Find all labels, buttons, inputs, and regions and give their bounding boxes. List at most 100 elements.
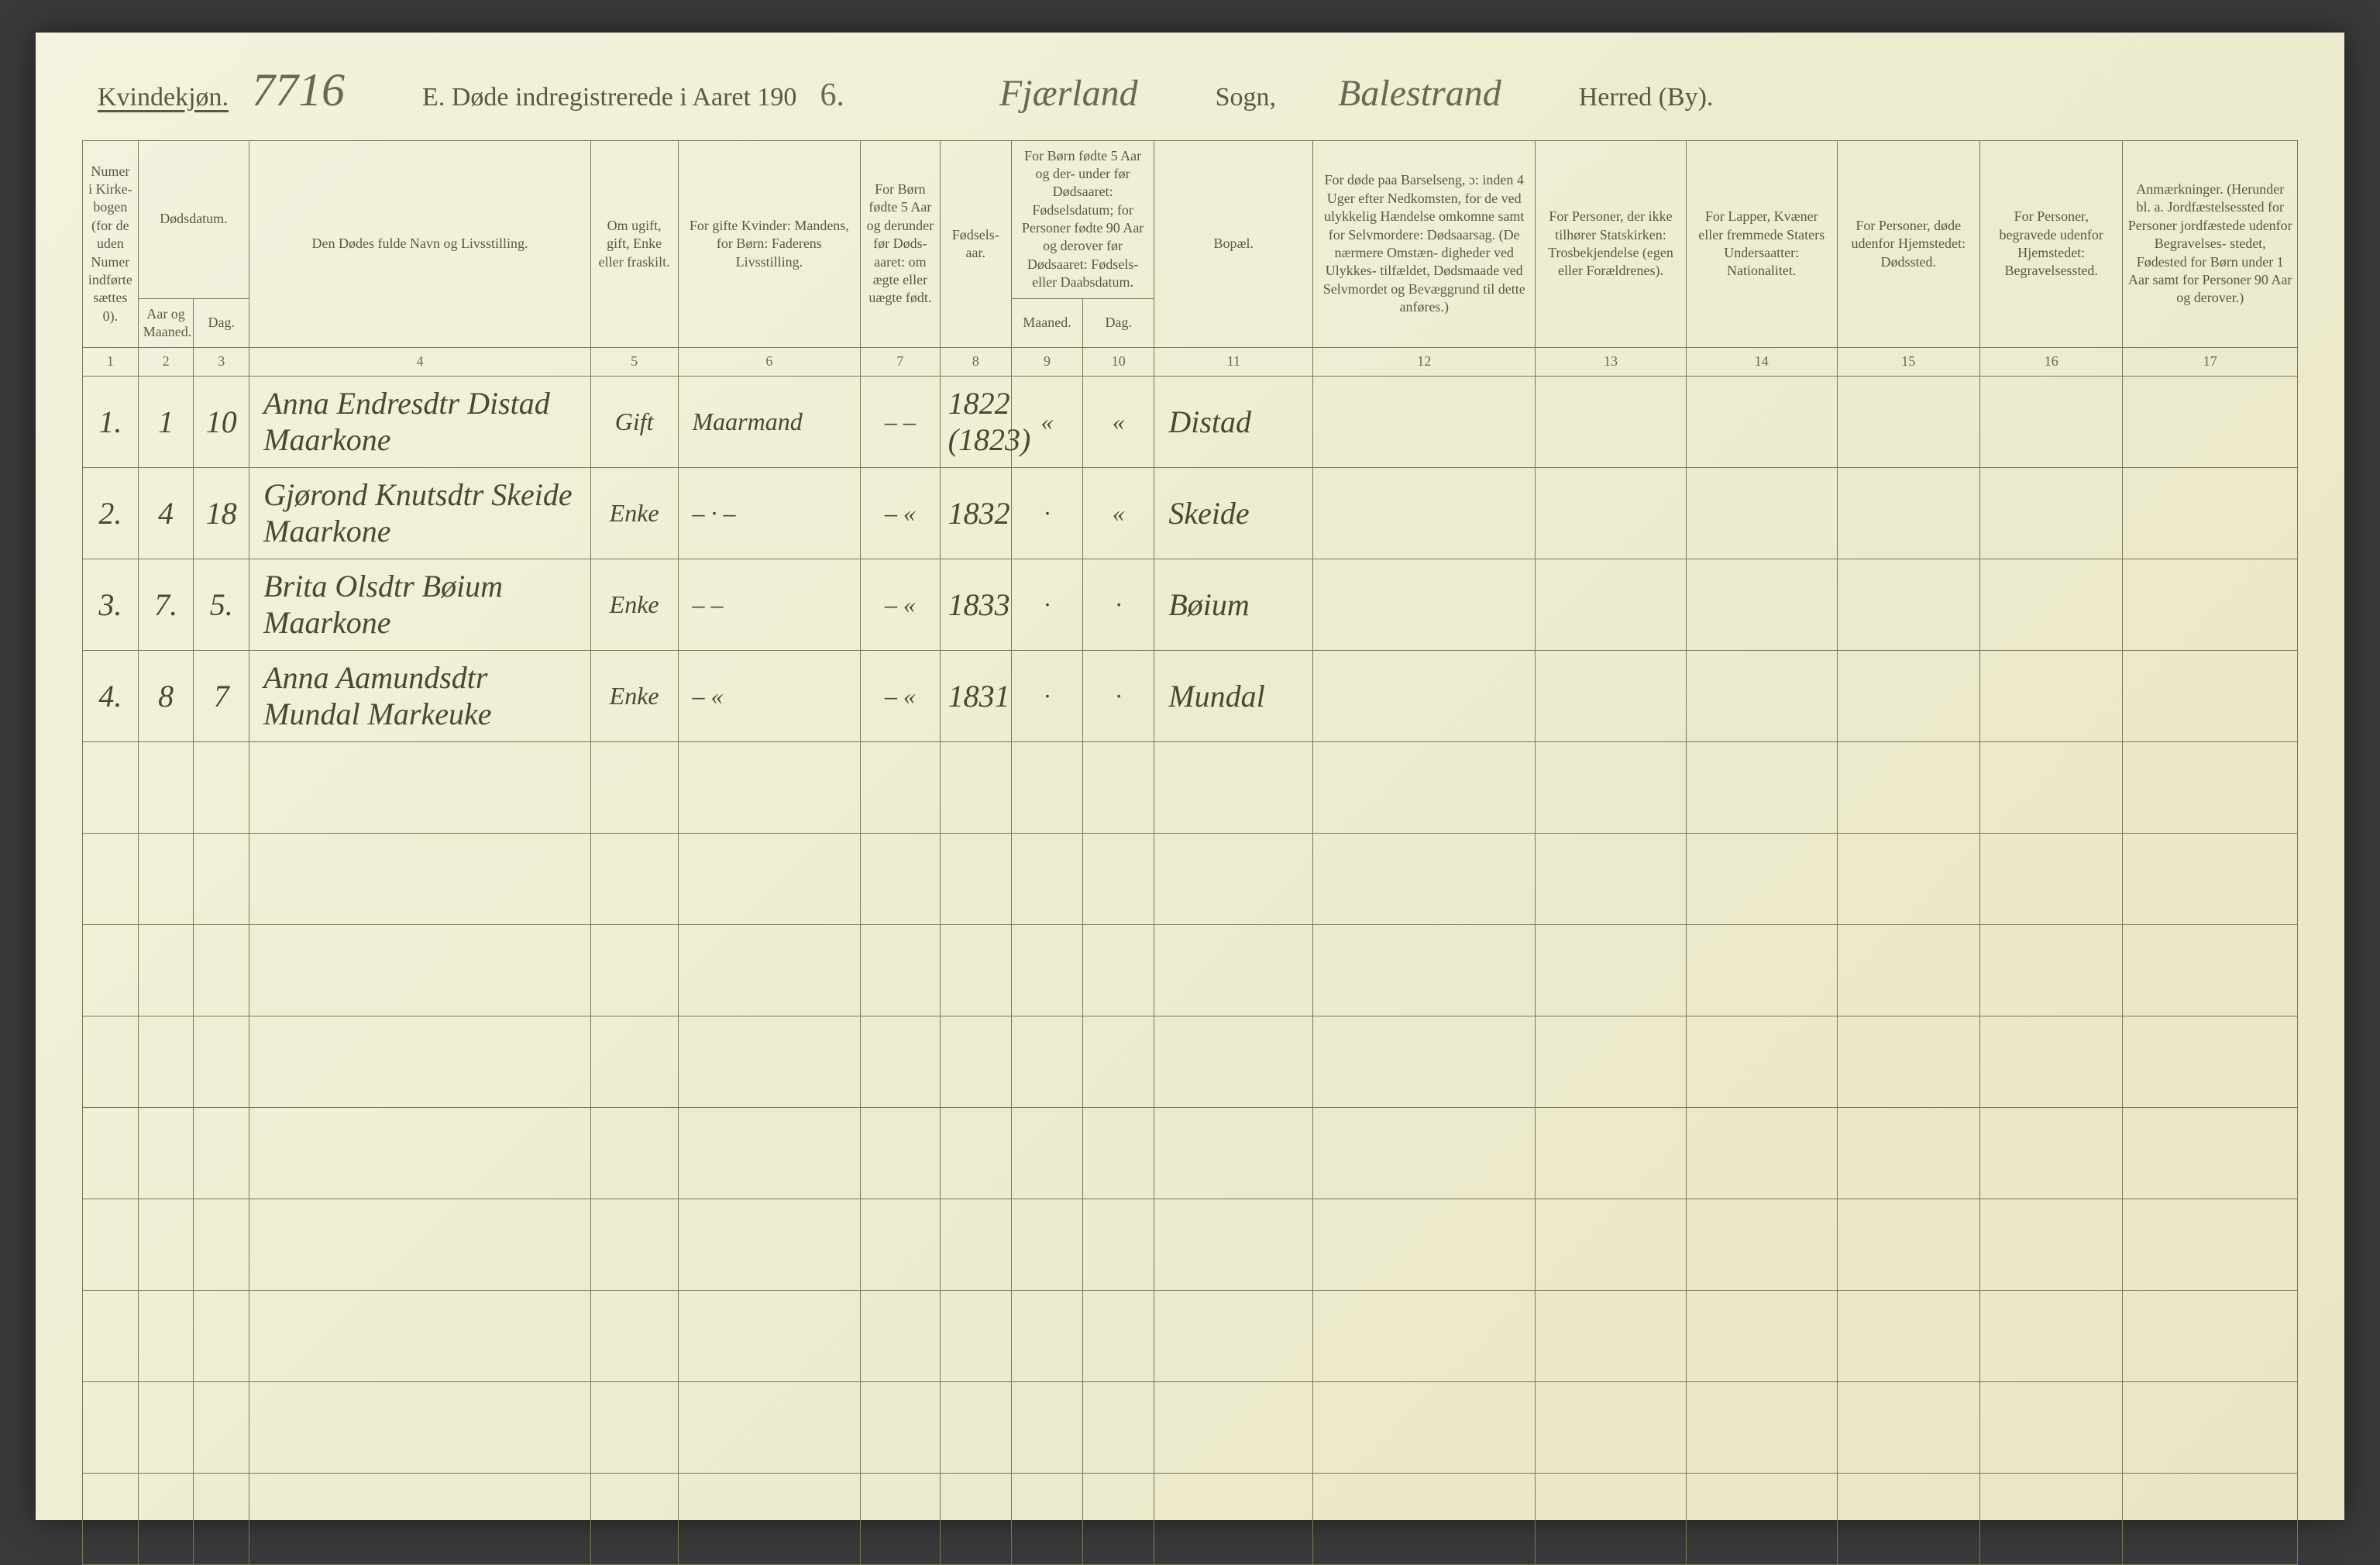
cell <box>940 1199 1011 1290</box>
cell <box>861 1381 940 1473</box>
cell <box>940 1290 1011 1381</box>
cell <box>1536 650 1687 741</box>
cell <box>138 1199 194 1290</box>
cell <box>1686 650 1837 741</box>
cell <box>1011 1199 1082 1290</box>
cell <box>1536 559 1687 650</box>
cell <box>590 741 678 833</box>
cell <box>249 924 591 1016</box>
cell <box>194 1473 249 1564</box>
cell <box>1686 467 1837 559</box>
col-header-6: For gifte Kvinder: Mandens, for Børn: Fa… <box>678 140 861 348</box>
cell <box>1686 1199 1837 1290</box>
cell <box>194 741 249 833</box>
cell <box>1686 1016 1837 1107</box>
sogn-label: Sogn, <box>1216 83 1276 112</box>
cell <box>1313 650 1536 741</box>
cell <box>1837 1473 1979 1564</box>
cell: Bøium <box>1154 559 1313 650</box>
cell <box>1837 559 1979 650</box>
cell <box>1154 1107 1313 1199</box>
cell <box>249 1016 591 1107</box>
cell <box>940 833 1011 924</box>
cell <box>1979 467 2122 559</box>
cell: – « <box>861 650 940 741</box>
cell <box>940 1016 1011 1107</box>
cell <box>1979 1016 2122 1107</box>
cell <box>1837 1107 1979 1199</box>
cell <box>1011 1473 1082 1564</box>
cell: Gift <box>590 376 678 467</box>
sogn-value: Fjærland <box>999 72 1138 115</box>
cell <box>1011 833 1082 924</box>
cell <box>861 1473 940 1564</box>
page-header: Kvindekjøn. 7716 E. Døde indregistrerede… <box>82 64 2298 140</box>
cell <box>861 1016 940 1107</box>
cell <box>590 1290 678 1381</box>
cell <box>1313 1290 1536 1381</box>
cell <box>1154 1199 1313 1290</box>
cell <box>678 833 861 924</box>
cell: 1833 <box>940 559 1011 650</box>
cell <box>1686 1107 1837 1199</box>
cell <box>1686 833 1837 924</box>
cell <box>1011 924 1082 1016</box>
cell: Distad <box>1154 376 1313 467</box>
cell <box>1011 1016 1082 1107</box>
cell <box>1083 924 1154 1016</box>
cell <box>1686 559 1837 650</box>
col-header-10: Dag. <box>1083 298 1154 348</box>
cell: 1822 (1823) <box>940 376 1011 467</box>
cell: 4 <box>138 467 194 559</box>
cell <box>1154 1290 1313 1381</box>
col-header-7: For Børn fødte 5 Aar og derunder før Død… <box>861 140 940 348</box>
colnum: 5 <box>590 348 678 376</box>
cell <box>1686 924 1837 1016</box>
colnum: 9 <box>1011 348 1082 376</box>
col-header-13: For Personer, der ikke tilhører Statskir… <box>1536 140 1687 348</box>
table-row: 1.110Anna Endresdtr Distad MaarkoneGiftM… <box>83 376 2298 467</box>
cell <box>249 1290 591 1381</box>
table-row: 4.87Anna Aamundsdtr Mundal MarkeukeEnke–… <box>83 650 2298 741</box>
cell: · <box>1083 650 1154 741</box>
cell <box>1837 741 1979 833</box>
col-header-2: Aar og Maaned. <box>138 298 194 348</box>
cell: · <box>1011 650 1082 741</box>
cell <box>1313 1199 1536 1290</box>
cell: 10 <box>194 376 249 467</box>
cell <box>1536 467 1687 559</box>
cell <box>194 1016 249 1107</box>
cell: Enke <box>590 650 678 741</box>
cell <box>1154 833 1313 924</box>
cell <box>1837 467 1979 559</box>
col-header-11: Bopæl. <box>1154 140 1313 348</box>
cell: · <box>1011 559 1082 650</box>
col-header-4: Den Dødes fulde Navn og Livsstilling. <box>249 140 591 348</box>
cell <box>138 1473 194 1564</box>
table-row-empty <box>83 1473 2298 1564</box>
cell <box>2123 376 2298 467</box>
cell <box>861 924 940 1016</box>
cell <box>1536 741 1687 833</box>
cell <box>138 1016 194 1107</box>
cell <box>1154 741 1313 833</box>
cell <box>940 924 1011 1016</box>
cell <box>1083 1290 1154 1381</box>
cell <box>2123 924 2298 1016</box>
colnum: 15 <box>1837 348 1979 376</box>
cell <box>1313 1381 1536 1473</box>
cell <box>1536 376 1687 467</box>
cell <box>2123 650 2298 741</box>
cell <box>1313 467 1536 559</box>
cell <box>1313 741 1536 833</box>
cell <box>1979 924 2122 1016</box>
cell <box>1837 833 1979 924</box>
cell <box>1837 376 1979 467</box>
cell <box>1979 1107 2122 1199</box>
cell <box>1686 376 1837 467</box>
cell <box>1083 1016 1154 1107</box>
cell <box>590 924 678 1016</box>
cell <box>83 1290 139 1381</box>
cell: « <box>1083 376 1154 467</box>
cell <box>1083 1381 1154 1473</box>
